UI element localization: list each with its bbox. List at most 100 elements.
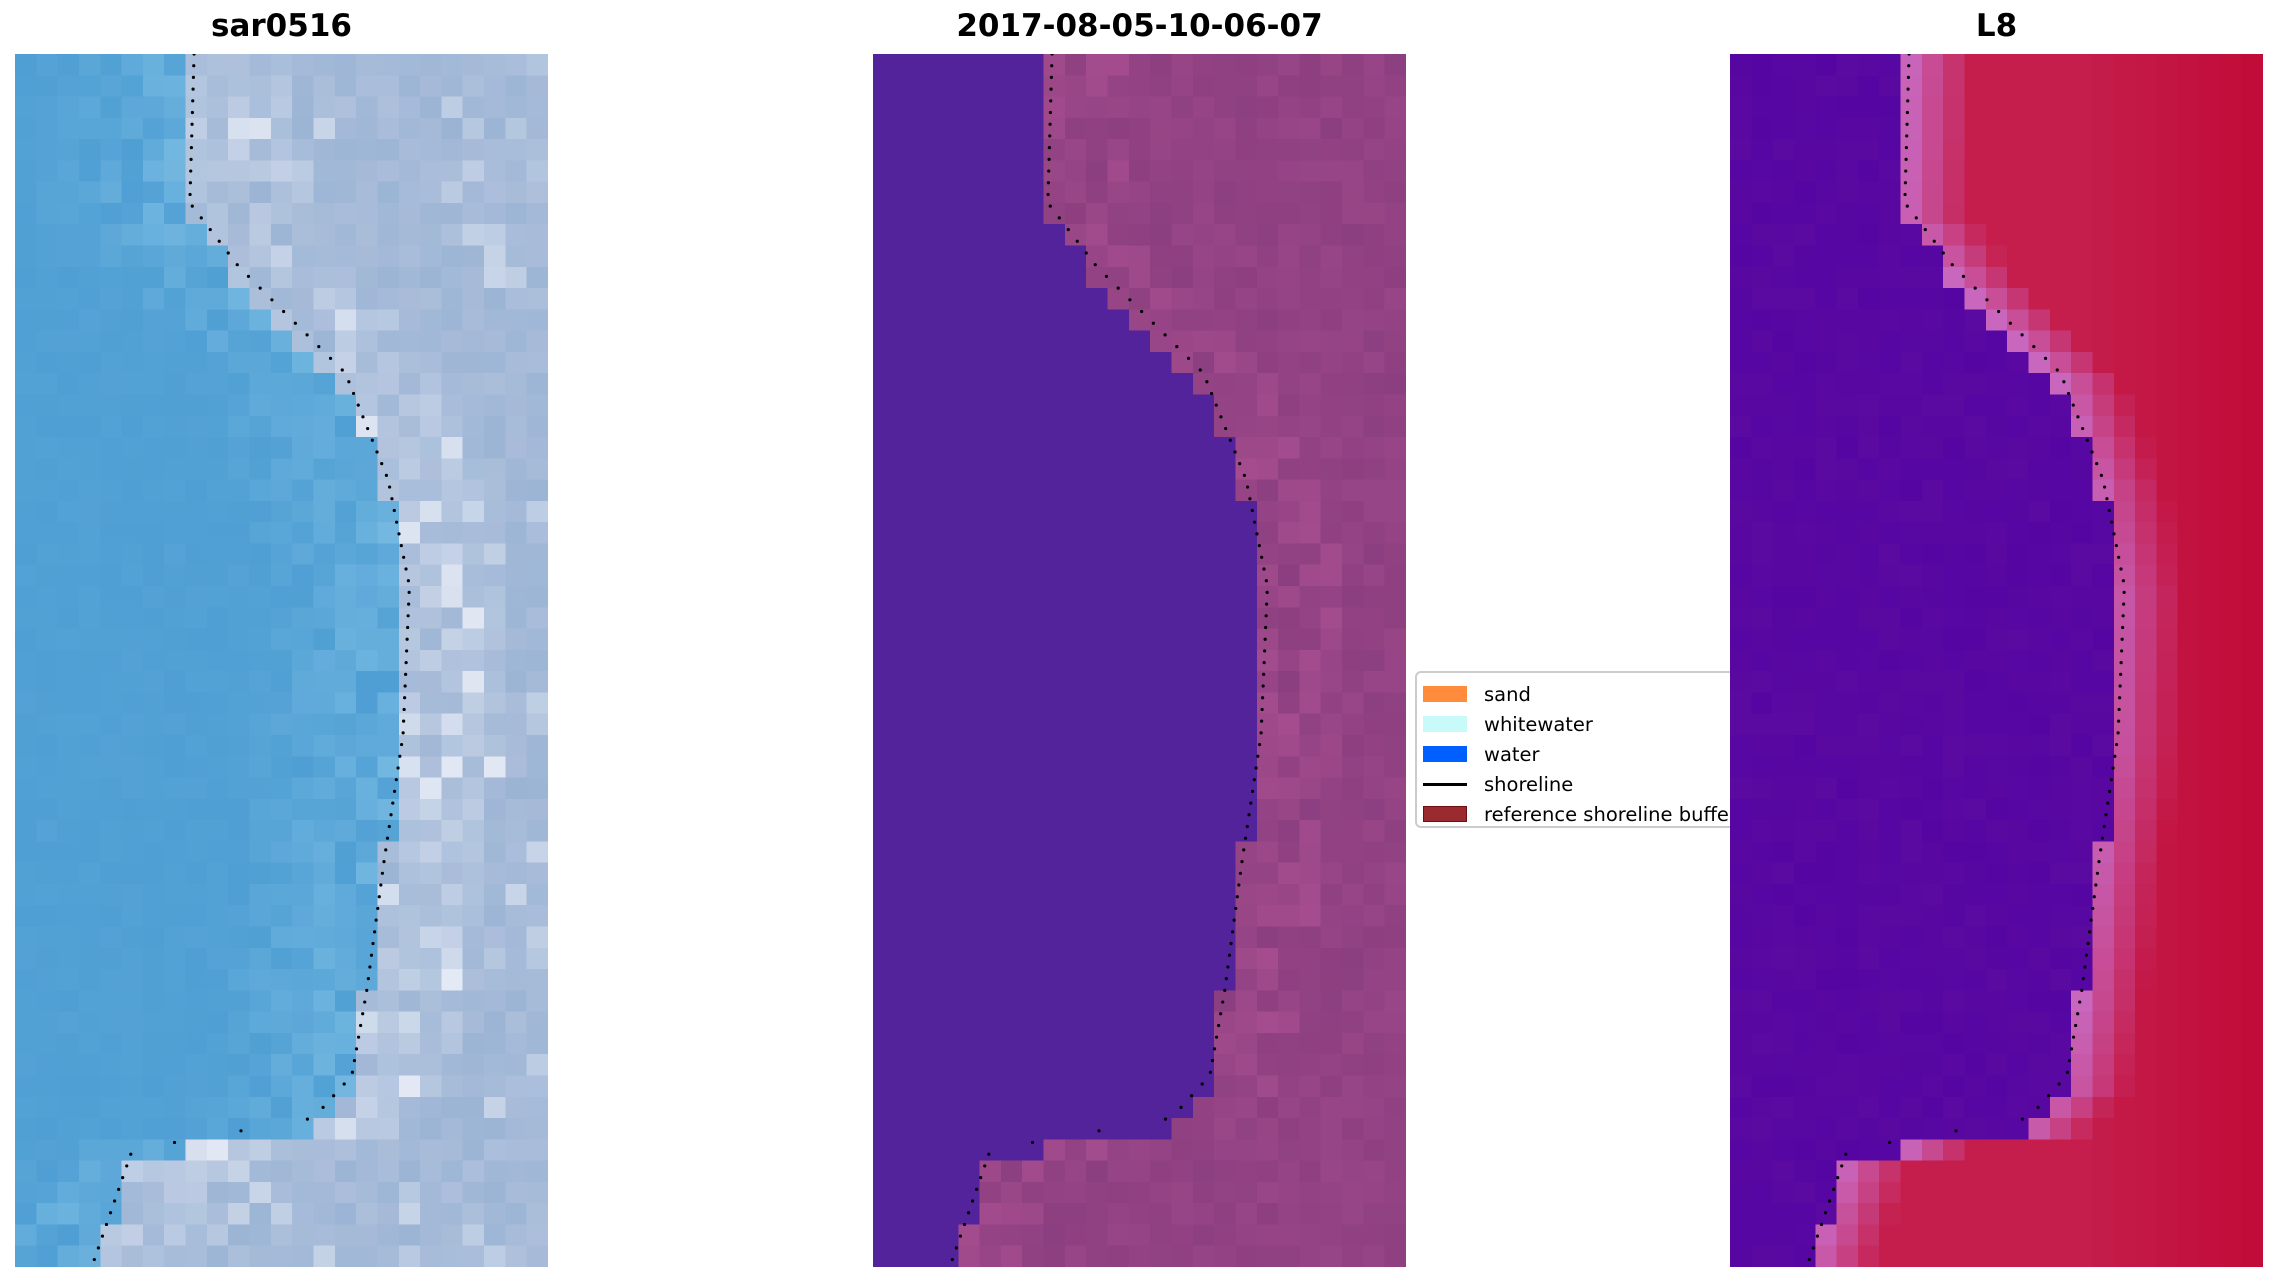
shoreline-point: [190, 110, 195, 115]
shoreline-point: [2043, 356, 2048, 360]
shoreline-point: [1224, 977, 1228, 981]
shoreline-point: [1212, 1047, 1217, 1051]
shoreline-point: [2100, 836, 2105, 840]
shoreline-point: [391, 801, 395, 805]
shoreline-point: [2057, 1082, 2061, 1086]
shoreline-point: [372, 930, 377, 934]
shoreline-point: [374, 918, 378, 922]
shoreline-point: [1941, 251, 1945, 255]
shoreline-point: [1093, 263, 1097, 267]
shoreline-point: [1961, 274, 1966, 278]
shoreline-point: [1227, 953, 1232, 957]
shoreline-point: [403, 684, 407, 688]
shoreline-point: [190, 204, 194, 208]
shoreline-point: [1264, 579, 1268, 583]
shoreline-point: [1950, 263, 1954, 267]
shoreline-point: [1049, 87, 1053, 91]
shoreline-point: [1046, 192, 1050, 197]
shoreline-point: [117, 1187, 121, 1191]
shoreline-point: [380, 462, 384, 466]
shoreline-point: [1210, 1058, 1215, 1063]
shoreline-point: [2117, 555, 2121, 559]
shoreline-point: [402, 719, 406, 723]
shoreline-point: [2116, 731, 2120, 735]
shoreline-point: [2032, 345, 2036, 349]
shoreline-point: [966, 1211, 971, 1215]
shoreline-point: [397, 532, 401, 536]
shoreline-point: [1907, 64, 1911, 68]
shoreline-point: [405, 649, 409, 653]
shoreline-point: [1219, 415, 1223, 419]
shoreline-point: [2117, 719, 2121, 723]
shoreline-point: [1140, 309, 1144, 314]
shoreline-point: [1257, 742, 1262, 747]
index-image-panel: [1730, 54, 2263, 1267]
shoreline-point: [356, 1035, 361, 1039]
shoreline-point: [1190, 1094, 1194, 1098]
shoreline-point: [2113, 754, 2117, 758]
shoreline-point: [1827, 1199, 1832, 1203]
shoreline-point: [2118, 684, 2122, 688]
shoreline-point: [1047, 146, 1052, 150]
shoreline-point: [389, 813, 393, 817]
shoreline-point: [2020, 333, 2024, 337]
shoreline-point: [958, 1234, 963, 1238]
shoreline-point: [2084, 953, 2089, 957]
shoreline-point: [382, 860, 386, 864]
shoreline-point: [2080, 988, 2084, 992]
shoreline-point: [387, 485, 392, 489]
shoreline-point: [1260, 555, 1264, 559]
shoreline-point: [1844, 1152, 1848, 1156]
shoreline-point: [1914, 216, 1918, 220]
shoreline-point: [406, 625, 410, 630]
shoreline-point: [104, 1222, 109, 1227]
shoreline-point: [1232, 918, 1236, 922]
shoreline-point: [2110, 520, 2114, 524]
shoreline-point: [1932, 239, 1936, 243]
shoreline-point: [2095, 871, 2100, 875]
shoreline-point: [1230, 930, 1235, 934]
shoreline-point: [192, 54, 196, 56]
shoreline-point: [1905, 204, 1909, 208]
shoreline-point: [188, 192, 192, 197]
shoreline-point: [1245, 824, 1249, 829]
shoreline-point: [1066, 227, 1070, 232]
shoreline-point: [380, 871, 385, 875]
shoreline-point: [2055, 368, 2059, 372]
shoreline-point: [1264, 614, 1268, 618]
shoreline-point: [366, 977, 370, 981]
shoreline-point: [354, 1047, 359, 1051]
shoreline-point: [1252, 778, 1256, 782]
shoreline-point: [2121, 579, 2125, 583]
legend-label: sand: [1484, 682, 1531, 706]
shoreline-point: [121, 1176, 125, 1180]
shoreline-point: [2085, 438, 2089, 442]
shoreline-point: [2102, 824, 2106, 829]
shoreline-point: [377, 895, 381, 899]
shoreline-point: [2120, 649, 2124, 653]
shoreline-point: [1259, 731, 1263, 735]
shoreline-point: [350, 1070, 355, 1074]
shoreline-point: [1904, 146, 1909, 150]
shoreline-point: [1905, 110, 1910, 115]
shoreline-point: [1261, 684, 1265, 688]
shoreline-point: [394, 778, 398, 782]
shoreline-point: [258, 286, 262, 290]
shoreline-point: [2121, 625, 2125, 630]
shoreline-point: [2078, 1000, 2082, 1004]
shoreline-point: [405, 637, 409, 641]
shoreline-point: [1255, 532, 1259, 536]
shoreline-point: [1249, 801, 1253, 805]
shoreline-point: [1128, 298, 1132, 302]
shoreline-point: [2091, 906, 2095, 911]
shoreline-point: [2071, 403, 2075, 407]
shoreline-point: [2114, 543, 2118, 548]
shoreline-point: [112, 1199, 117, 1203]
shoreline-point: [379, 883, 383, 887]
shoreline-point: [399, 543, 403, 548]
shoreline-point: [384, 848, 388, 852]
shoreline-point: [305, 333, 309, 337]
shoreline-point: [305, 1117, 310, 1121]
legend-item-sand: sand: [1417, 679, 1743, 709]
shoreline-point: [2092, 895, 2096, 899]
